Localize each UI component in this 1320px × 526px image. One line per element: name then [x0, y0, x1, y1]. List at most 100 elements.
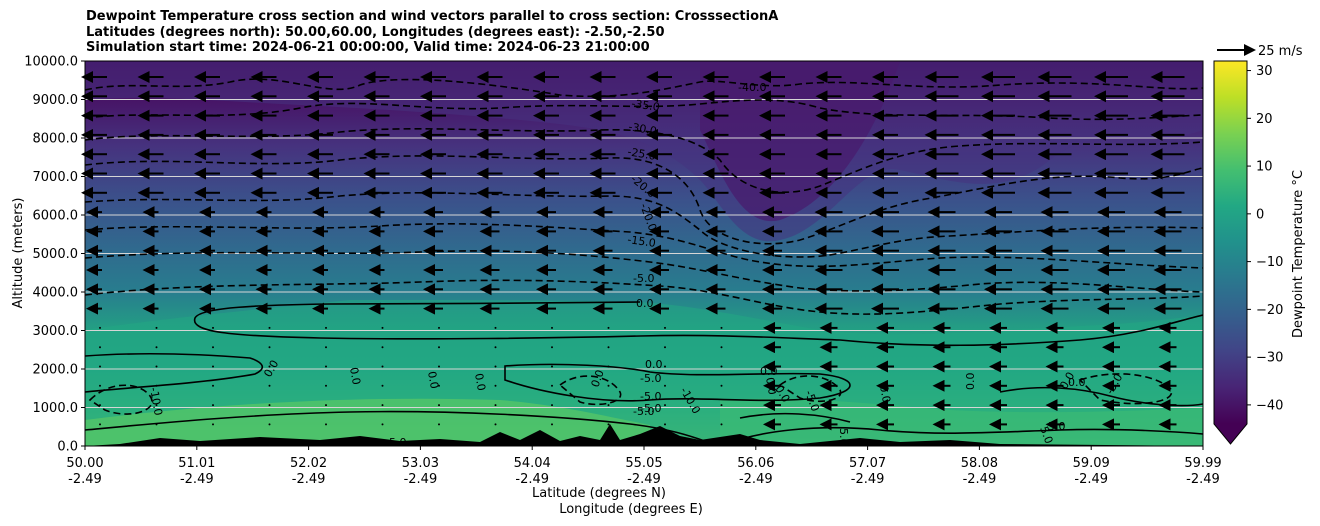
wind-vector — [720, 326, 723, 329]
colorbar-tick-label: −40 — [1256, 398, 1283, 413]
wind-vector — [664, 404, 666, 407]
contour-label: -5.0 — [385, 436, 406, 449]
wind-vector — [438, 365, 440, 368]
wind-vector — [494, 365, 497, 368]
colorbar-tick-label: −20 — [1256, 303, 1283, 318]
colorbar-ticks: 30 20 10 0 −10 −20 −30 −40 — [1247, 64, 1283, 413]
wind-vector — [664, 365, 666, 368]
y-tick-label: 9000.0 — [33, 93, 79, 108]
x-tick-label-lat: 59.99 — [1184, 456, 1221, 471]
wind-vector — [155, 365, 158, 368]
x-tick-label-lat: 57.07 — [849, 456, 886, 471]
wind-vector — [212, 423, 214, 426]
wind-vector — [551, 346, 553, 349]
wind-vector — [212, 404, 214, 407]
wind-vector — [664, 423, 666, 426]
wind-vector — [607, 326, 610, 329]
y-tick-label: 1000.0 — [33, 401, 79, 416]
wind-vector — [551, 384, 553, 387]
wind-vector — [438, 326, 440, 329]
x-axis: 50.00-2.4951.01-2.4952.02-2.4953.03-2.49… — [66, 446, 1222, 487]
x-tick-label-lon: -2.49 — [851, 472, 885, 487]
x-tick-label-lat: 52.02 — [290, 456, 327, 471]
wind-vector — [381, 423, 384, 426]
wind-vector — [381, 326, 384, 329]
wind-vector — [607, 384, 610, 387]
wind-vector — [268, 346, 271, 349]
wind-vector — [607, 346, 610, 349]
y-tick-label: 3000.0 — [33, 324, 79, 339]
wind-vector — [607, 404, 610, 407]
colorbar-tick-label: −10 — [1256, 255, 1283, 270]
colorbar: 30 20 10 0 −10 −20 −30 −40 Dewpoint Temperature… — [1213, 60, 1306, 445]
x-tick-label-lon: -2.49 — [1074, 472, 1108, 487]
y-tick-label: 2000.0 — [33, 363, 79, 378]
wind-vector — [494, 404, 497, 407]
x-tick-label-lon: -2.49 — [739, 472, 773, 487]
contour-label: 0.0 — [589, 368, 607, 389]
contour-label: -5.0 — [640, 390, 661, 403]
y-tick-label: 10000.0 — [24, 55, 78, 70]
y-axis: 0.0 1000.0 2000.0 3000.0 4000.0 5000.0 6000.0 7… — [24, 55, 85, 455]
wind-vector — [438, 384, 440, 387]
wind-vector — [720, 365, 723, 368]
x-tick-label-lon: -2.49 — [180, 472, 214, 487]
x-axis-label-lat: Latitude (degrees N) — [532, 486, 666, 501]
x-tick-label-lat: 51.01 — [178, 456, 215, 471]
y-tick-label: 8000.0 — [33, 132, 79, 147]
wind-vector — [155, 346, 158, 349]
wind-vector — [607, 365, 610, 368]
contour-label: -5.0 — [633, 272, 654, 285]
wind-vector — [494, 346, 497, 349]
colorbar-extend-min — [1214, 424, 1247, 444]
y-axis-label: Altitude (meters) — [11, 198, 26, 309]
x-tick-label-lon: -2.49 — [963, 472, 997, 487]
colorbar-label: Dewpoint Temperature °C — [1291, 170, 1306, 338]
wind-vector — [268, 365, 271, 368]
title-line-2: Latitudes (degrees north): 50.00,60.00, … — [86, 24, 665, 40]
wind-vector — [664, 384, 666, 387]
contour-label: -5.0 — [633, 405, 654, 418]
contour-label: 0.0 — [760, 365, 778, 378]
wind-vector — [99, 384, 101, 387]
x-tick-label-lat: 53.03 — [402, 456, 439, 471]
y-tick-label: 0.0 — [57, 440, 78, 455]
y-gridlines — [85, 99, 1203, 408]
wind-vector — [325, 365, 327, 368]
contour-label: 0.0 — [1068, 376, 1086, 389]
colorbar-gradient — [1214, 61, 1247, 424]
colorbar-tick-label: 10 — [1256, 160, 1273, 175]
contour-label: 0.0 — [472, 372, 488, 391]
x-tick-label-lon: -2.49 — [1186, 472, 1220, 487]
wind-vector — [664, 326, 666, 329]
wind-vector — [325, 346, 327, 349]
y-tick-label: 6000.0 — [33, 209, 79, 224]
y-tick-label: 7000.0 — [33, 170, 79, 185]
zero-contours — [85, 301, 1203, 446]
wind-vector — [155, 404, 158, 407]
contour-label: 0.0 — [964, 373, 977, 391]
colorbar-tick-label: 30 — [1256, 64, 1273, 79]
wind-vector — [607, 423, 610, 426]
title-line-1: Dewpoint Temperature cross section and w… — [86, 9, 779, 24]
wind-vector — [551, 404, 553, 407]
wind-vector — [551, 365, 553, 368]
contour-label: 5.0 — [837, 428, 850, 446]
colorbar-tick-label: 20 — [1256, 112, 1273, 127]
x-tick-label-lon: -2.49 — [515, 472, 549, 487]
x-tick-label-lon: -2.49 — [68, 472, 102, 487]
wind-vector — [155, 326, 158, 329]
wind-vector — [268, 326, 271, 329]
wind-vector — [325, 384, 327, 387]
wind-key-label: 25 m/s — [1258, 44, 1303, 59]
wind-vector — [720, 404, 723, 407]
x-tick-label-lat: 59.09 — [1073, 456, 1110, 471]
wind-vector — [212, 365, 214, 368]
y-tick-label: 5000.0 — [33, 247, 79, 262]
wind-vector — [720, 423, 723, 426]
wind-vector — [720, 346, 723, 349]
wind-vectors — [81, 71, 1185, 431]
x-tick-label-lat: 56.06 — [737, 456, 774, 471]
contour-label: -5.0 — [640, 372, 661, 385]
